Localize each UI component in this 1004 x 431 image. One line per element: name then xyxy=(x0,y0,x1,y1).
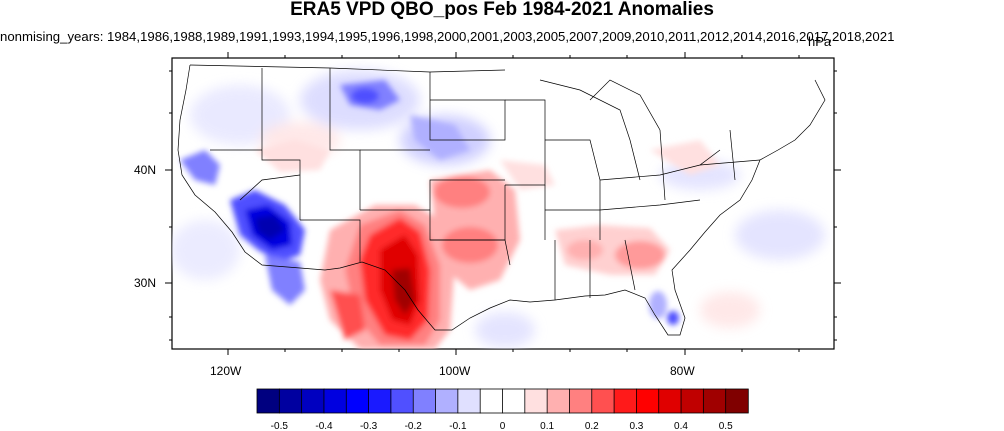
lon-tick-label: 80W xyxy=(670,364,695,378)
units-label: hPa xyxy=(808,34,832,49)
colorbar-swatch xyxy=(658,388,682,414)
colorbar-label: 0.3 xyxy=(629,421,643,431)
colorbar-swatch xyxy=(390,388,414,414)
colorbar-swatch xyxy=(435,388,459,414)
colorbar-swatch xyxy=(323,388,347,414)
colorbar-label: 0.1 xyxy=(540,421,554,431)
colorbar-swatch xyxy=(457,388,481,414)
colorbar-swatch xyxy=(702,388,727,414)
figure-title: ERA5 VPD QBO_pos Feb 1984-2021 Anomalies xyxy=(290,0,714,20)
colorbar-label: -0.1 xyxy=(449,421,467,431)
lat-tick-label: 40N xyxy=(134,163,157,177)
colorbar-label: 0.4 xyxy=(674,421,688,431)
colorbar-swatch xyxy=(725,388,749,414)
colorbar-swatch xyxy=(569,388,593,414)
colorbar-swatch xyxy=(591,388,615,414)
colorbar-label: -0.4 xyxy=(315,421,333,431)
anomaly-field xyxy=(172,64,826,349)
colorbar-label: -0.2 xyxy=(405,421,423,431)
colorbar-swatch xyxy=(256,388,281,414)
colorbar-swatch xyxy=(301,388,325,414)
lon-tick-label: 100W xyxy=(439,364,471,378)
lat-tick-label: 30N xyxy=(134,276,157,290)
colorbar-label: 0.2 xyxy=(585,421,599,431)
colorbar-swatch xyxy=(502,388,526,414)
colorbar-label: 0.5 xyxy=(719,421,733,431)
axis-ticks xyxy=(165,52,841,355)
colorbar-swatch xyxy=(368,388,392,414)
colorbar-swatch xyxy=(278,388,303,414)
figure-subtitle: nonmising_years: 1984,1986,1988,1989,199… xyxy=(0,29,895,44)
colorbar-swatch xyxy=(680,388,705,414)
colorbar: -0.5 -0.4 -0.3 -0.2 -0.1 0 0.1 0.2 0.3 0.4 0.5 xyxy=(256,388,749,431)
colorbar-label: 0 xyxy=(500,421,506,431)
colorbar-swatch xyxy=(613,388,638,414)
lon-tick-label: 120W xyxy=(210,364,242,378)
colorbar-swatch xyxy=(345,388,370,414)
colorbar-swatch xyxy=(524,388,548,414)
colorbar-label: -0.5 xyxy=(271,421,289,431)
colorbar-swatch xyxy=(546,388,571,414)
colorbar-swatch xyxy=(479,388,504,414)
colorbar-label: -0.3 xyxy=(360,421,378,431)
colorbar-swatch xyxy=(412,388,437,414)
colorbar-swatch xyxy=(636,388,660,414)
